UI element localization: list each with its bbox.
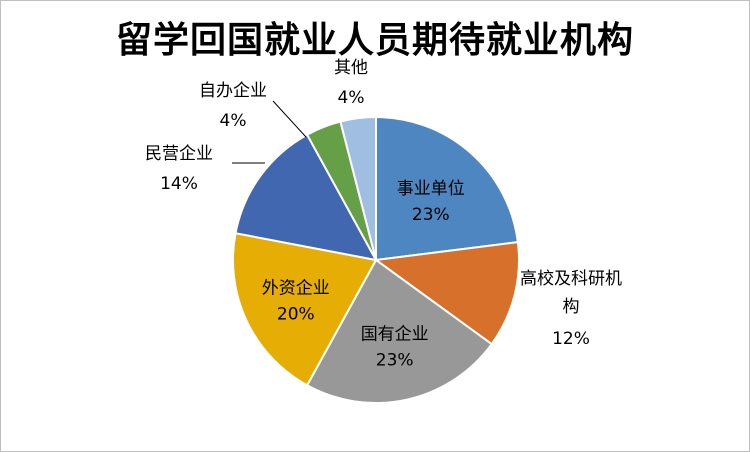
leader-line [272, 100, 307, 138]
slice-percent-label: 14% [160, 174, 198, 194]
pie-slice [375, 115, 519, 262]
slice-category-label: 高校及科研机 [520, 269, 622, 289]
pie-slice [232, 232, 378, 387]
slice-category-label: 民营企业 [145, 144, 213, 164]
slice-category-label: 事业单位 [397, 179, 465, 199]
slice-category-label: 国有企业 [361, 325, 429, 345]
slice-category-label: 自办企业 [199, 81, 267, 101]
slice-percent-label: 12% [552, 329, 590, 349]
slice-percent-label: 4% [338, 88, 365, 108]
pie-slice [234, 133, 378, 262]
chart-title: 留学回国就业人员期待就业机构 [115, 20, 634, 61]
leader-lines [232, 100, 307, 164]
pie-slice [373, 240, 520, 346]
slice-category-label: 其他 [334, 58, 368, 78]
pie-slice [339, 115, 377, 261]
slice-percent-label: 20% [277, 305, 315, 325]
pie-slice [305, 258, 494, 404]
slice-percent-label: 23% [376, 351, 414, 371]
pie-slices [232, 115, 520, 404]
slice-category-label: 外资企业 [262, 279, 330, 299]
slice-percent-label: 4% [220, 111, 247, 131]
slice-percent-label: 23% [412, 205, 450, 225]
slice-category-label: 构 [563, 297, 580, 317]
